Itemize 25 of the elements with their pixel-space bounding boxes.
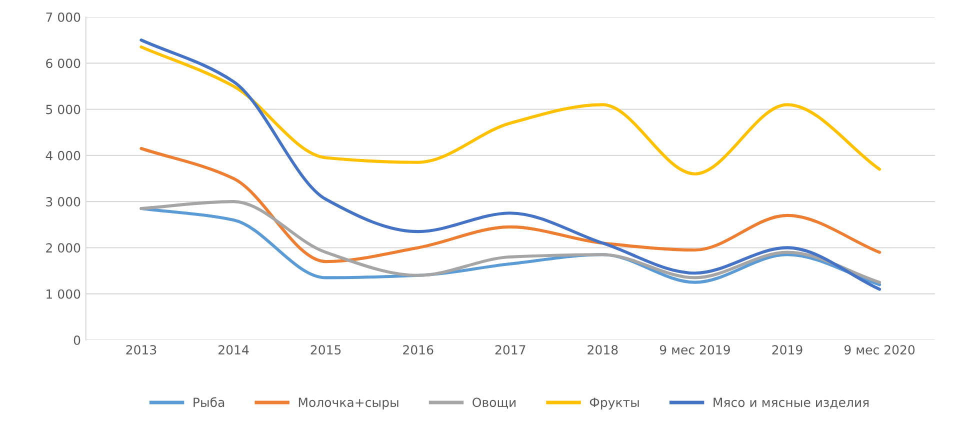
- x-tick-label: 2017: [495, 345, 526, 355]
- y-tick-label: 0: [74, 335, 80, 345]
- y-tick-label: 1 000: [46, 289, 80, 299]
- line-series: [140, 45, 882, 176]
- x-tick-label: 2016: [403, 345, 434, 355]
- x-tick-label: 2015: [310, 345, 341, 355]
- y-tick-label: 6 000: [46, 58, 80, 68]
- y-tick-label: 3 000: [46, 197, 80, 206]
- x-tick-label: 9 мес 2019: [660, 345, 730, 355]
- y-tick-label: 7 000: [46, 12, 80, 22]
- x-tick-label: 9 мес 2020: [844, 345, 915, 355]
- line-series: [140, 146, 882, 264]
- legend-label: Молочка+сыры: [298, 398, 398, 410]
- legend-label: Мясо и мясные изделия: [714, 398, 869, 409]
- y-tick-label: 2 000: [46, 243, 80, 253]
- y-tick-label: 4 000: [46, 150, 80, 160]
- x-tick-label: 2019: [772, 345, 802, 355]
- x-tick-label: 2018: [588, 345, 618, 355]
- line-series: [140, 38, 882, 291]
- x-tick-label: 2014: [218, 345, 249, 355]
- y-tick-label: 5 000: [46, 104, 80, 114]
- legend-label: Фрукты: [590, 398, 639, 410]
- x-tick-label: 2013: [126, 345, 156, 355]
- legend-label: Рыба: [194, 397, 224, 408]
- legend-label: Овощи: [472, 398, 516, 409]
